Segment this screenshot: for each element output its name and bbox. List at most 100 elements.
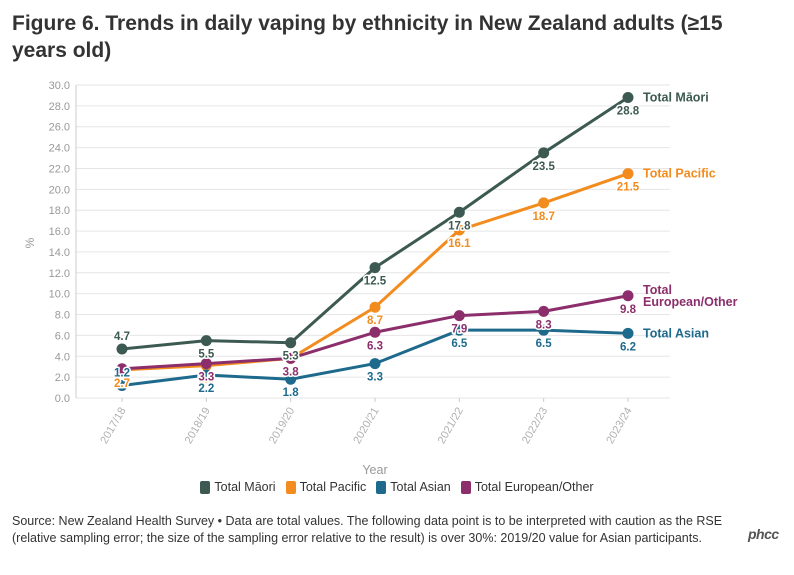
series-end-label: Total Māori (643, 91, 709, 105)
data-label-halo: 6.5 (536, 338, 553, 350)
x-tick-label: 2020/21 (351, 406, 381, 446)
legend-swatch (376, 480, 387, 494)
x-tick-label: 2023/24 (604, 406, 634, 446)
series-end-label: Total Pacific (643, 167, 716, 181)
x-tick-label: 2017/18 (98, 406, 128, 446)
y-tick-label: 14.0 (49, 247, 70, 259)
data-point (116, 363, 128, 375)
data-point (453, 310, 465, 322)
y-tick-label: 6.0 (55, 330, 70, 342)
legend-swatch (285, 480, 296, 494)
data-label: 6.5 (451, 338, 468, 350)
data-point (369, 358, 381, 370)
data-label: 3.3 (198, 372, 214, 384)
data-point (622, 168, 634, 180)
data-label: 8.3 (536, 319, 552, 331)
y-tick-label: 8.0 (55, 310, 70, 322)
chart-title: Figure 6. Trends in daily vaping by ethn… (12, 12, 723, 62)
data-label-halo: 28.8 (617, 106, 640, 118)
y-axis-label: % (23, 237, 37, 248)
data-label-halo: 7.9 (451, 324, 467, 336)
series-end-labels: Total Māori Total Pacific Total Asian Total… (643, 91, 738, 341)
series-end-label: Total Asian (643, 326, 709, 340)
line-chart: 0.0 2.0 4.0 6.0 8.0 10.0 12.0 14.0 16.0 18.0 20.0 2… (23, 80, 738, 475)
data-label-halo: 17.8 (448, 220, 471, 232)
data-label: 3.3 (198, 374, 214, 386)
data-label-halo: 3.3 (198, 374, 214, 386)
data-point (200, 335, 212, 347)
series-end-label: Total (643, 283, 672, 297)
data-point (622, 327, 634, 339)
data-label: 6.5 (536, 338, 553, 350)
source-note: Source: New Zealand Health Survey • Data… (12, 514, 723, 545)
data-point (538, 305, 550, 317)
data-label-halo: 6.3 (367, 340, 383, 352)
y-tick-label: 18.0 (49, 205, 70, 217)
x-tick-label: 2022/23 (520, 406, 550, 446)
y-tick-label: 12.0 (49, 268, 70, 280)
data-label: 21.5 (617, 182, 640, 194)
data-label: 3.3 (367, 372, 383, 384)
data-label: 5.3 (283, 351, 299, 363)
y-tick-label: 2.0 (55, 372, 70, 384)
data-point (622, 92, 634, 104)
y-tick-label: 20.0 (49, 184, 70, 196)
data-label-halo: 3.3 (198, 372, 214, 384)
legend-item-asian[interactable]: Total Asian (376, 480, 451, 494)
data-label: 2.7 (114, 378, 130, 390)
data-point (285, 352, 297, 364)
gridlines (76, 84, 670, 399)
y-tick-label: 28.0 (49, 101, 70, 113)
data-label: 18.7 (532, 211, 554, 223)
data-label-halo: 5.3 (283, 351, 299, 363)
data-label-halo: 4.7 (114, 331, 130, 343)
series-points (116, 92, 634, 391)
y-axis: 0.0 2.0 4.0 6.0 8.0 10.0 12.0 14.0 16.0 18.0 20.0 2… (49, 80, 77, 405)
legend-item-maori[interactable]: Total Māori (200, 480, 276, 494)
data-point (453, 224, 465, 236)
data-label: 6.3 (367, 340, 383, 352)
legend-item-european-other[interactable]: Total European/Other (460, 480, 594, 494)
data-label: 12.5 (364, 276, 387, 288)
data-label-halo: 6.2 (620, 341, 636, 353)
data-label: 16.1 (448, 238, 471, 250)
data-label-halo: 8.3 (536, 319, 552, 331)
data-label: 28.8 (617, 106, 640, 118)
data-label: 4.7 (114, 331, 130, 343)
data-label: 9.8 (620, 304, 637, 316)
legend-label: Total European/Other (474, 480, 594, 494)
legend-swatch (460, 480, 471, 494)
legend-label: Total Pacific (299, 480, 367, 494)
data-label-halo: 23.5 (532, 161, 555, 173)
data-point (538, 324, 550, 336)
phcc-logo: phcc (748, 526, 779, 542)
y-tick-label: 0.0 (55, 393, 70, 405)
y-tick-label: 22.0 (49, 163, 70, 175)
data-label: 6.2 (620, 341, 636, 353)
data-point (538, 197, 550, 209)
data-label-halo: 2.2 (198, 383, 214, 395)
data-label-halo: 18.7 (532, 211, 554, 223)
data-label-halo: 5.5 (198, 349, 215, 361)
data-label: 7.9 (451, 324, 467, 336)
data-labels: 4.74.75.55.5 5.35.312.512.517.817.823.523… (113, 104, 642, 401)
data-point (116, 343, 128, 355)
y-tick-label: 10.0 (49, 289, 70, 301)
x-tick-label: 2021/22 (436, 406, 466, 446)
x-axis: 2017/18 2018/19 2019/20 2020/21 2021/22 2022/… (98, 398, 635, 446)
data-point (285, 337, 297, 349)
data-label-halo: 21.5 (617, 182, 640, 194)
data-point (116, 379, 128, 391)
data-point (622, 290, 634, 302)
data-label-halo: 8.7 (367, 315, 383, 327)
data-point (200, 369, 212, 381)
data-label-halo: 9.8 (620, 304, 637, 316)
data-point (453, 324, 465, 336)
legend-label: Total Māori (214, 480, 276, 494)
data-label: 2.2 (198, 383, 214, 395)
x-axis-label: Year (362, 463, 387, 475)
data-point (369, 326, 381, 338)
legend-item-pacific[interactable]: Total Pacific (285, 480, 367, 494)
data-label: 23.5 (532, 161, 555, 173)
data-label-halo: 3.8 (283, 366, 300, 378)
